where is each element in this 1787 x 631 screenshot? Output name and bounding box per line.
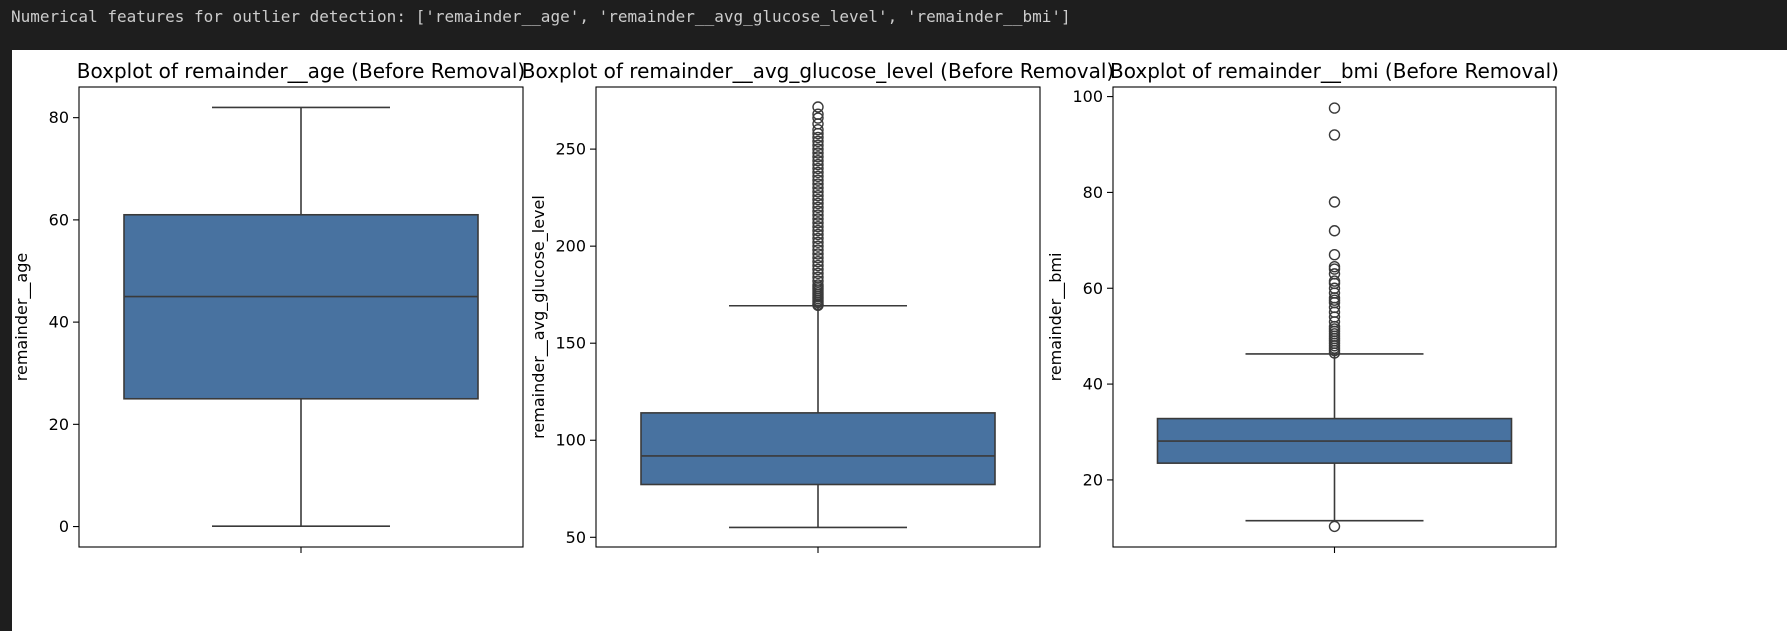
outlier-point-2-47 (812, 139, 824, 151)
outlier-point-2-25 (812, 224, 824, 237)
outlier-point-3-29 (1328, 196, 1341, 208)
outlier-point-3-23 (1328, 275, 1341, 287)
outlier-point-2-38 (812, 174, 824, 186)
y-axis-label-3: remainder__bmi (1046, 253, 1066, 382)
outlier-point-2-36 (812, 182, 824, 194)
outlier-point-2-35 (812, 186, 824, 198)
y-axis-label-1: remainder__age (12, 253, 32, 381)
outlier-point-2-12 (812, 275, 824, 287)
outlier-point-2-32 (812, 197, 824, 210)
y-tick-label-1-0: 0 (59, 517, 69, 536)
outlier-point-2-28 (812, 213, 824, 225)
y-tick-label-2-100: 100 (555, 431, 586, 450)
outlier-point-2-23 (812, 232, 824, 245)
y-tick-label-2-250: 250 (555, 140, 586, 159)
outlier-point-2-54 (812, 108, 824, 120)
outlier-point-2-33 (812, 193, 824, 206)
chart-title-3: Boxplot of remainder__bmi (Before Remova… (1110, 59, 1559, 83)
outlier-point-3-30 (1328, 129, 1341, 141)
figure-canvas: Boxplot of remainder__age (Before Remova… (12, 50, 1787, 631)
outlier-point-2-16 (812, 259, 824, 272)
y-axis-label-2: remainder__avg_glucose_level (529, 195, 549, 439)
outlier-point-3-27 (1328, 249, 1341, 261)
outlier-point-3-28 (1328, 225, 1341, 237)
outlier-point-2-34 (812, 189, 824, 202)
outlier-point-2-17 (812, 255, 824, 268)
console-output: Numerical features for outlier detection… (11, 7, 1071, 26)
y-tick-label-1-20: 20 (49, 415, 69, 434)
outlier-point-2-30 (812, 205, 824, 217)
boxplot-figure: Boxplot of remainder__age (Before Remova… (12, 59, 1559, 553)
outlier-point-2-26 (812, 221, 824, 233)
outlier-point-2-48 (812, 135, 824, 148)
outlier-point-2-22 (812, 236, 824, 248)
outlier-point-2-31 (812, 201, 824, 214)
y-tick-label-2-200: 200 (555, 237, 586, 256)
outlier-point-2-42 (812, 158, 824, 171)
outlier-point-2-37 (812, 178, 824, 190)
y-tick-label-3-40: 40 (1083, 375, 1103, 394)
outlier-point-2-24 (812, 228, 824, 241)
outlier-point-3-31 (1328, 102, 1341, 114)
outlier-point-2-43 (812, 155, 824, 167)
outlier-point-3-26 (1328, 260, 1341, 273)
outlier-point-2-40 (812, 166, 824, 179)
outlier-point-3-0 (1328, 520, 1341, 533)
outlier-point-2-21 (812, 240, 824, 252)
outlier-point-2-46 (812, 143, 824, 155)
outlier-point-2-20 (812, 244, 824, 256)
chart-title-2: Boxplot of remainder__avg_glucose_level … (522, 59, 1114, 83)
outlier-point-2-44 (812, 151, 824, 163)
outlier-point-2-14 (812, 267, 824, 280)
outlier-point-2-13 (812, 271, 824, 283)
iqr-box-1 (123, 213, 479, 400)
outlier-point-2-55 (812, 101, 824, 113)
outlier-point-2-11 (812, 279, 824, 291)
outlier-point-2-45 (812, 147, 824, 159)
outlier-point-2-53 (812, 112, 824, 124)
y-tick-label-3-100: 100 (1072, 87, 1103, 106)
y-tick-label-1-40: 40 (49, 313, 69, 332)
outlier-point-2-19 (812, 248, 824, 260)
outlier-point-2-51 (812, 124, 824, 136)
chart-title-1: Boxplot of remainder__age (Before Remova… (77, 59, 525, 83)
outlier-point-2-18 (812, 252, 824, 264)
outlier-point-2-27 (812, 217, 824, 229)
outlier-point-3-24 (1328, 268, 1341, 280)
y-tick-label-1-80: 80 (49, 108, 69, 127)
y-tick-label-3-60: 60 (1083, 279, 1103, 298)
outlier-point-3-21 (1328, 282, 1341, 294)
outlier-point-2-41 (812, 162, 824, 175)
y-tick-label-2-150: 150 (555, 334, 586, 353)
outlier-point-2-39 (812, 170, 824, 182)
outlier-point-2-29 (812, 209, 824, 221)
y-tick-label-1-60: 60 (49, 210, 69, 229)
outlier-point-2-49 (812, 131, 824, 144)
iqr-box-2 (640, 412, 996, 486)
y-tick-label-3-80: 80 (1083, 183, 1103, 202)
y-tick-label-2-50: 50 (566, 528, 586, 547)
y-tick-label-3-20: 20 (1083, 470, 1103, 489)
outlier-point-2-52 (812, 118, 824, 130)
outlier-point-2-15 (812, 263, 824, 276)
